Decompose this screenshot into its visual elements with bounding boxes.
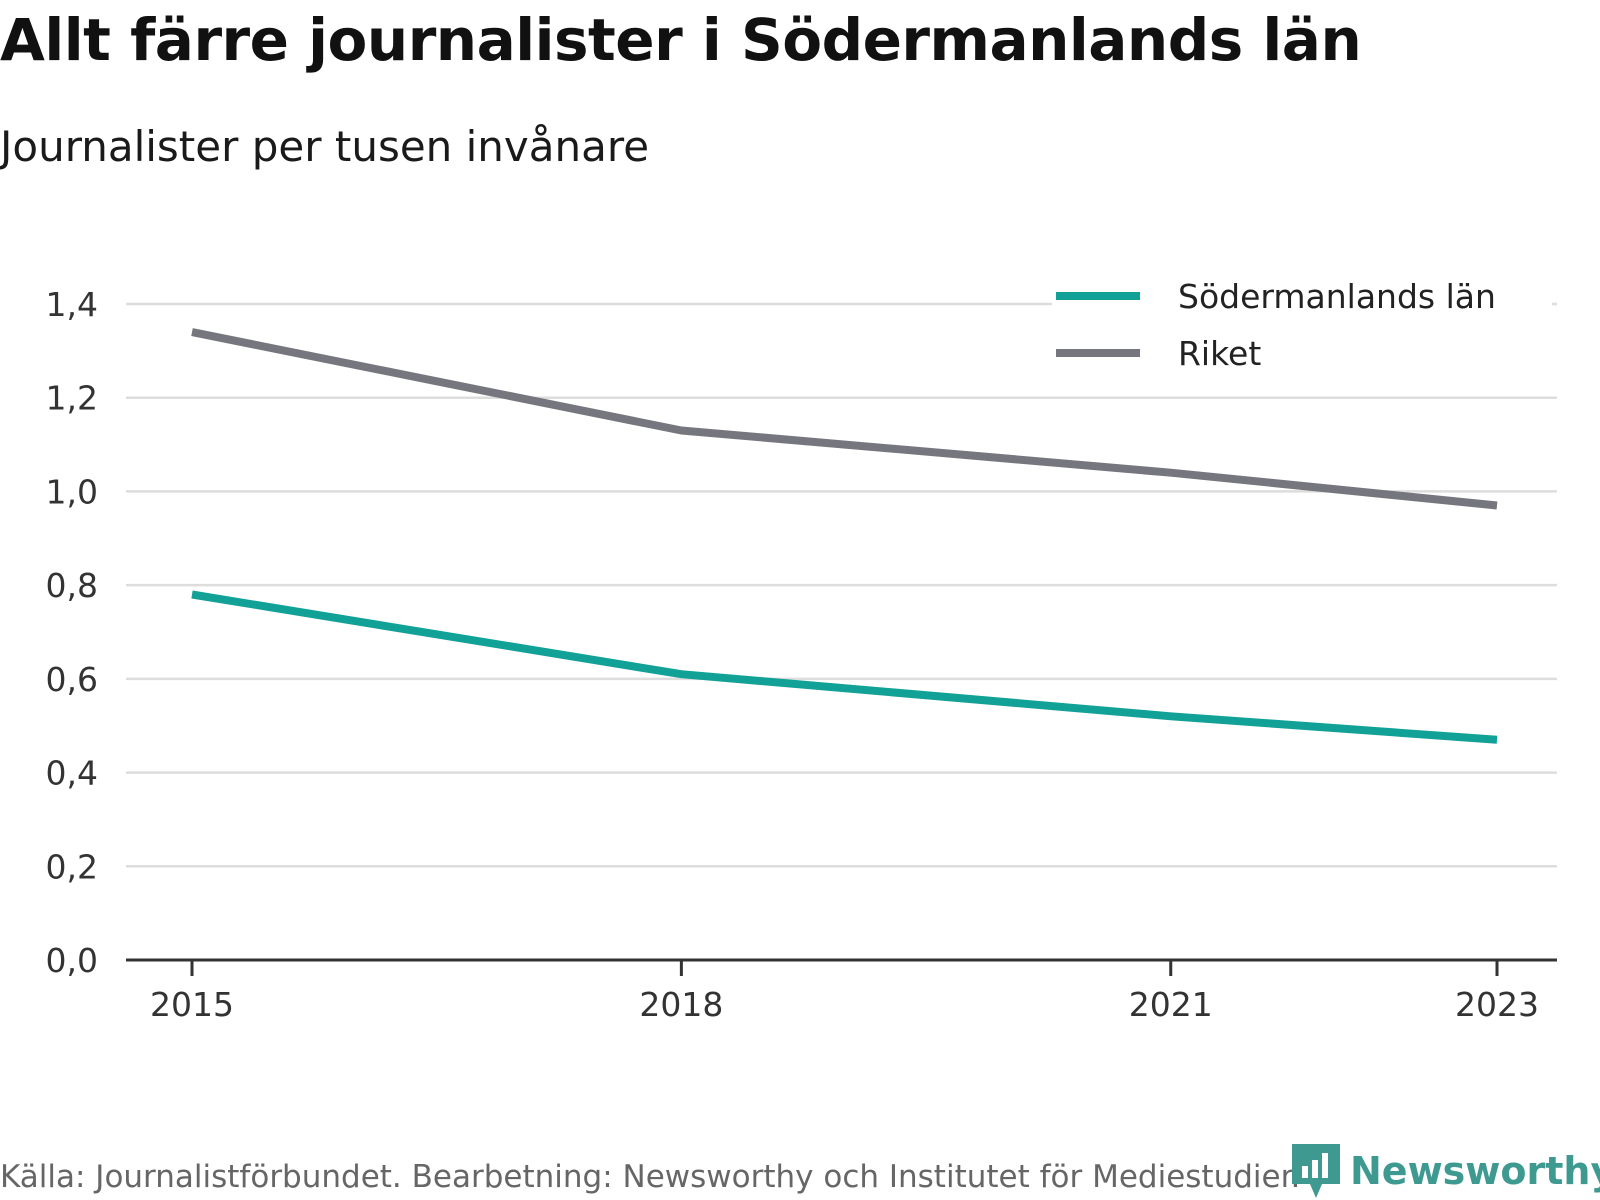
y-tick-label: 0,4: [46, 754, 98, 793]
series-lines: [191, 328, 1498, 744]
source-note: Källa: Journalistförbundet. Bearbetning:…: [0, 1159, 1301, 1195]
brand-name: Newsworthy: [1350, 1149, 1600, 1193]
chart-subtitle: Journalister per tusen invånare: [0, 122, 650, 171]
y-axis-tick-labels: 0,0 0,2 0,4 0,6 0,8 1,0 1,2 1,4: [46, 285, 98, 980]
y-tick-label: 0,2: [46, 847, 98, 886]
legend-label: Södermanlands län: [1178, 277, 1496, 316]
series-line: [191, 328, 1498, 510]
y-tick-label: 0,0: [46, 941, 98, 980]
series-line: [191, 590, 1498, 744]
grid-lines: [126, 302, 1557, 868]
x-tick-label: 2015: [150, 985, 234, 1024]
y-tick-label: 1,2: [46, 379, 98, 418]
legend: Södermanlands län Riket: [1052, 270, 1552, 380]
y-tick-label: 1,0: [46, 472, 98, 511]
legend-label: Riket: [1178, 334, 1261, 373]
x-tick-label: 2018: [639, 985, 723, 1024]
x-axis-tick-labels: 2015 2018 2021 2023: [150, 985, 1539, 1024]
brand: Newsworthy: [1292, 1142, 1600, 1200]
x-tick-label: 2023: [1455, 985, 1539, 1024]
legend-background: [1052, 270, 1552, 380]
x-axis: [126, 958, 1557, 976]
y-tick-label: 1,4: [46, 285, 98, 324]
newsworthy-logo-icon: [1292, 1144, 1340, 1198]
x-tick-label: 2021: [1129, 985, 1213, 1024]
y-tick-label: 0,8: [46, 566, 98, 605]
y-tick-label: 0,6: [46, 660, 98, 699]
chart-title: Allt färre journalister i Södermanlands …: [0, 6, 1362, 74]
